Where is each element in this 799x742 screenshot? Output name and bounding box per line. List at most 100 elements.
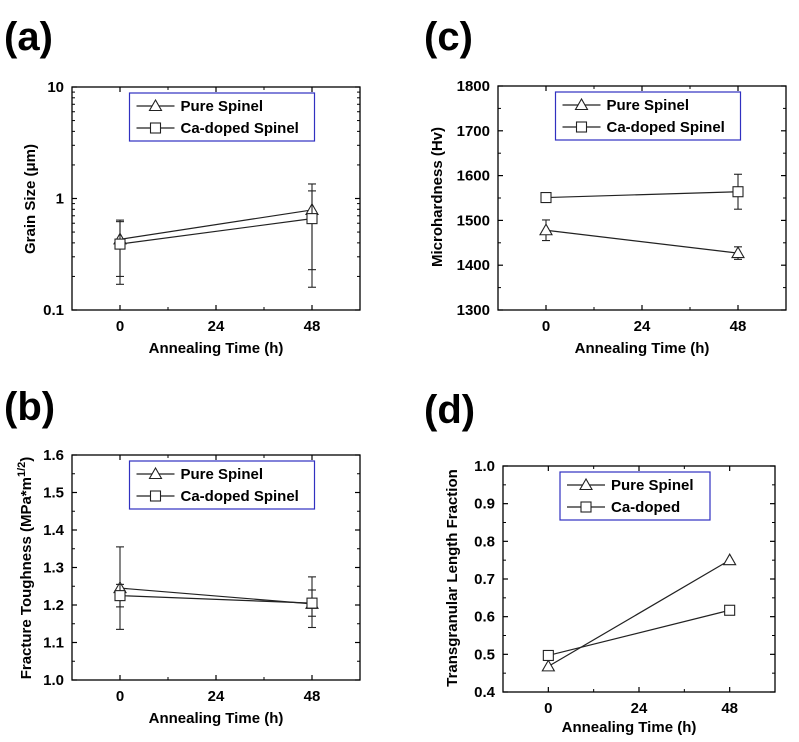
y-tick-label: 1300 xyxy=(457,302,490,319)
series-line xyxy=(548,559,730,667)
y-tick-label: 1700 xyxy=(457,123,490,140)
x-tick-label: 48 xyxy=(304,688,321,705)
x-tick-label: 24 xyxy=(208,688,225,705)
plot-area-a: 0.1 1 10 0 24 48 Pure Spinel Ca-doped Spinel xyxy=(43,79,361,335)
series-line xyxy=(119,218,313,245)
panel-label-c: (c) xyxy=(424,15,473,59)
series-line xyxy=(545,191,739,199)
y-tick-label: 1600 xyxy=(457,168,490,185)
y-tick-label: 0.5 xyxy=(474,646,495,663)
legend-entry: Ca-doped Spinel xyxy=(607,119,725,136)
xlabel-d: Annealing Time (h) xyxy=(562,719,697,736)
panel-c: (c) Microhardness (Hv) Annealing Time (h… xyxy=(424,15,787,357)
series-triangle xyxy=(541,553,737,672)
legend-marker xyxy=(148,98,163,112)
ylabel-d: Transgranular Length Fraction xyxy=(444,469,461,687)
panel-d: (d) Transgranular Length Fraction Anneal… xyxy=(424,388,776,736)
series-triangle xyxy=(539,219,745,260)
series-square xyxy=(114,190,318,288)
legend-entry: Ca-doped Spinel xyxy=(181,488,299,505)
data-point xyxy=(731,245,745,259)
legend-entry: Pure Spinel xyxy=(181,466,264,483)
y-tick-label: 0.4 xyxy=(474,684,496,701)
x-tick-label: 48 xyxy=(304,318,321,335)
legend-entry: Ca-doped Spinel xyxy=(181,120,299,137)
legend: Pure Spinel Ca-doped Spinel xyxy=(128,460,316,510)
x-tick-label: 24 xyxy=(634,318,651,335)
ylabel-b-main: Fracture Toughness (MPa*m xyxy=(18,477,35,679)
series-line xyxy=(119,595,313,604)
y-tick-label: 0.7 xyxy=(474,571,495,588)
y-tick-label: 1.2 xyxy=(43,597,64,614)
series-line xyxy=(545,229,739,254)
data-point xyxy=(114,238,126,250)
x-tick-label: 48 xyxy=(721,700,738,717)
ylabel-a: Grain Size (μm) xyxy=(22,144,39,254)
legend-entry: Pure Spinel xyxy=(611,477,694,494)
y-tick-label: 0.6 xyxy=(474,609,495,626)
x-tick-label: 24 xyxy=(631,700,648,717)
plot-area-c: 1300 1400 1500 1600 1700 1800 0 24 48 Pure Spinel… xyxy=(457,78,787,335)
y-tick-label: 1.4 xyxy=(43,522,65,539)
data-point xyxy=(539,223,553,236)
legend-marker xyxy=(575,121,588,133)
legend-marker xyxy=(149,122,162,134)
data-point xyxy=(732,186,744,198)
ylabel-b: Fracture Toughness (MPa*m1/2) xyxy=(16,457,35,680)
series-triangle xyxy=(113,183,319,277)
data-point xyxy=(114,590,126,602)
legend-entry: Pure Spinel xyxy=(181,98,264,115)
legend: Pure Spinel Ca-doped Spinel xyxy=(128,92,316,142)
plot-area-d: 0.4 0.5 0.6 0.7 0.8 0.9 1.0 0 24 48 Pure Spinel Ca-… xyxy=(474,458,776,717)
y-tick-label: 1.5 xyxy=(43,485,64,502)
legend-marker xyxy=(148,466,163,480)
panel-b: (b) Fracture Toughness (MPa*m1/2) Anneal… xyxy=(4,385,361,727)
panel-label-d: (d) xyxy=(424,388,475,432)
x-tick-label: 0 xyxy=(116,318,124,335)
series-square xyxy=(542,604,736,662)
xlabel-b: Annealing Time (h) xyxy=(149,710,284,727)
xlabel-c: Annealing Time (h) xyxy=(575,340,710,357)
data-point xyxy=(306,213,318,225)
y-tick-label: 1.1 xyxy=(43,635,64,652)
series-line xyxy=(119,587,313,605)
data-point xyxy=(724,604,736,616)
series-line xyxy=(548,609,730,657)
data-point xyxy=(541,659,556,672)
y-tick-label: 0.1 xyxy=(43,302,64,319)
ylabel-c: Microhardness (Hv) xyxy=(429,127,446,267)
legend-entry: Ca-doped xyxy=(611,499,680,516)
legend-marker xyxy=(580,501,592,513)
y-tick-label: 1 xyxy=(56,191,64,208)
series-square xyxy=(540,173,744,210)
x-tick-label: 0 xyxy=(116,688,124,705)
x-tick-label: 0 xyxy=(544,700,552,717)
y-tick-label: 0.9 xyxy=(474,496,495,513)
y-tick-label: 1.0 xyxy=(474,458,495,475)
panel-a: (a) Grain Size (μm) Annealing Time (h) 0… xyxy=(4,15,361,357)
y-tick-label: 1400 xyxy=(457,257,490,274)
legend: Pure Spinel Ca-doped Spinel xyxy=(554,91,742,141)
plot-area-b: 1.0 1.1 1.2 1.3 1.4 1.5 1.6 0 24 48 Pure Spinel Ca-… xyxy=(43,447,361,705)
y-tick-label: 1.6 xyxy=(43,447,64,464)
data-point xyxy=(542,649,554,662)
x-tick-label: 0 xyxy=(542,318,550,335)
y-tick-label: 1800 xyxy=(457,78,490,95)
panel-label-a: (a) xyxy=(4,15,53,59)
x-tick-label: 24 xyxy=(208,318,225,335)
data-point xyxy=(722,553,737,566)
y-tick-label: 0.8 xyxy=(474,533,495,550)
series-triangle xyxy=(113,546,319,630)
ylabel-b-suffix: ) xyxy=(18,457,35,462)
y-tick-label: 1.0 xyxy=(43,672,64,689)
series-square xyxy=(114,583,318,617)
legend: Pure Spinel Ca-doped xyxy=(559,471,711,521)
data-point xyxy=(306,597,318,609)
legend-marker xyxy=(149,490,162,502)
xlabel-a: Annealing Time (h) xyxy=(149,340,284,357)
series-line xyxy=(119,209,313,240)
legend-marker xyxy=(574,97,589,111)
y-tick-label: 1.3 xyxy=(43,560,64,577)
x-tick-label: 48 xyxy=(730,318,747,335)
